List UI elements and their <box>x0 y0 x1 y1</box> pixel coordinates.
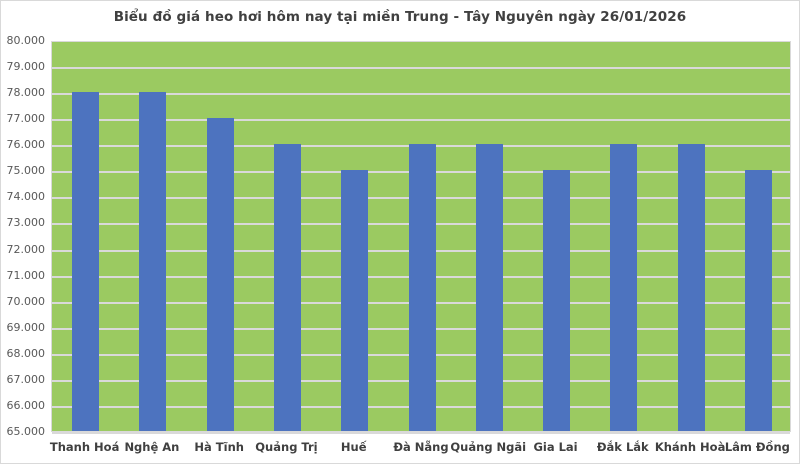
y-tick-label: 75.000 <box>6 164 46 178</box>
y-tick-label: 72.000 <box>6 242 46 256</box>
y-tick-label: 71.000 <box>6 268 46 282</box>
y-tick-label: 68.000 <box>6 346 46 360</box>
y-tick-label: 77.000 <box>6 112 46 126</box>
x-category-label: Đắk Lắk <box>596 440 649 454</box>
x-category-label: Lâm Đồng <box>724 440 790 454</box>
bar-8 <box>543 170 571 431</box>
chart-title: Biểu đồ giá heo hơi hôm nay tại miền Tru… <box>113 9 687 25</box>
bar-3 <box>206 118 234 431</box>
x-category-label: Hà Tĩnh <box>194 440 244 454</box>
y-tick-label: 79.000 <box>6 60 46 74</box>
y-tick-label: 65.000 <box>6 425 46 438</box>
y-tick-label: 76.000 <box>6 138 46 152</box>
plot-area <box>51 41 791 434</box>
gridline <box>52 67 790 70</box>
bar-6 <box>408 144 436 431</box>
y-tick-label: 74.000 <box>6 190 46 204</box>
x-category-label: Thanh Hoá <box>49 440 120 454</box>
gridline <box>52 119 790 122</box>
y-tick-label: 69.000 <box>6 320 46 334</box>
y-tick-label: 73.000 <box>6 216 46 230</box>
x-category-label: Đà Nẵng <box>393 440 449 454</box>
bar-4 <box>273 144 301 431</box>
x-category-label: Huế <box>340 440 367 454</box>
bar-5 <box>341 170 369 431</box>
y-tick-label: 66.000 <box>6 398 46 412</box>
x-category-label: Nghệ An <box>124 440 180 454</box>
bar-9 <box>610 144 638 431</box>
y-tick-label: 80.000 <box>6 34 46 47</box>
y-tick-label: 67.000 <box>6 372 46 386</box>
y-tick-label: 78.000 <box>6 86 46 100</box>
x-category-label: Quảng Ngãi <box>450 440 527 454</box>
x-category-label: Khánh Hoà <box>654 440 726 454</box>
bar-10 <box>677 144 705 431</box>
x-category-label: Quảng Trị <box>255 440 318 454</box>
bar-2 <box>139 92 167 431</box>
y-tick-label: 70.000 <box>6 294 46 308</box>
bar-1 <box>72 92 100 431</box>
bar-11 <box>744 170 772 431</box>
bar-7 <box>475 144 503 431</box>
gridline <box>52 432 790 434</box>
gridline <box>52 93 790 96</box>
x-category-label: Gia Lai <box>533 440 578 454</box>
